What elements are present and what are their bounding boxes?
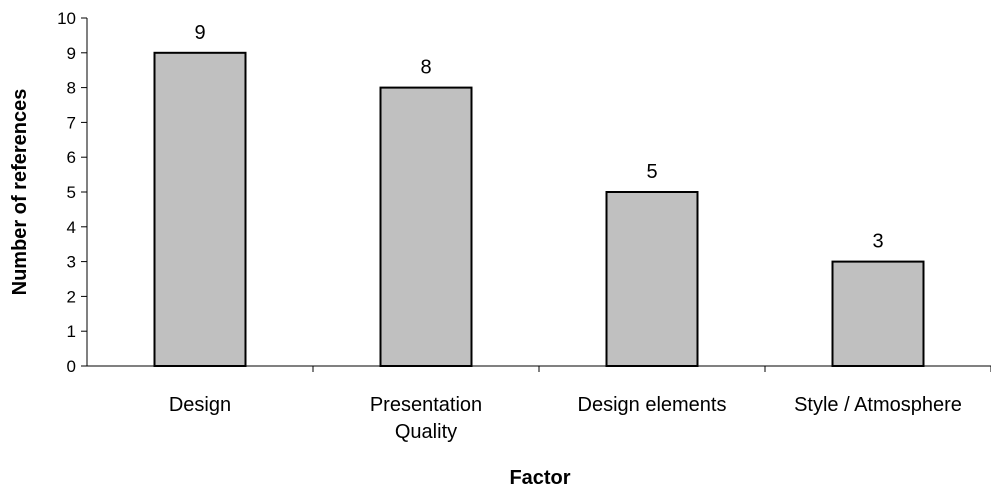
bar-data-label: 3 <box>872 231 883 253</box>
x-category-label: Design <box>169 394 231 416</box>
bar-data-label: 8 <box>420 57 431 79</box>
y-axis-ticks: 0 1 2 3 4 5 6 7 8 9 10 <box>57 9 991 376</box>
x-category-label: Style / Atmosphere <box>794 394 962 416</box>
y-tick-label: 6 <box>67 148 76 167</box>
y-tick-label: 8 <box>67 79 76 98</box>
bar <box>379 86 473 367</box>
x-category-label: Presentation <box>370 394 482 416</box>
y-tick-label: 9 <box>67 44 76 63</box>
y-axis-title: Number of references <box>9 89 31 296</box>
bar <box>153 51 247 368</box>
bar <box>831 260 925 368</box>
bar-data-label: 9 <box>194 22 205 44</box>
y-tick-label: 7 <box>67 113 76 132</box>
x-axis-category-labels: Design Presentation Quality Design elements… <box>169 394 962 443</box>
x-category-label: Quality <box>395 421 457 443</box>
y-tick-label: 0 <box>67 357 76 376</box>
y-tick-label: 4 <box>67 218 76 237</box>
y-tick-label: 3 <box>67 253 76 272</box>
y-tick-label: 5 <box>67 183 76 202</box>
bars <box>153 51 925 368</box>
y-tick-label: 2 <box>67 287 76 306</box>
y-tick-label: 10 <box>57 9 76 28</box>
bar-data-label: 5 <box>646 161 657 183</box>
x-category-label: Design elements <box>578 394 727 416</box>
bar <box>605 191 699 367</box>
data-labels: 9 8 5 3 <box>194 22 883 253</box>
x-axis-title: Factor <box>509 467 570 489</box>
y-tick-label: 1 <box>67 322 76 341</box>
